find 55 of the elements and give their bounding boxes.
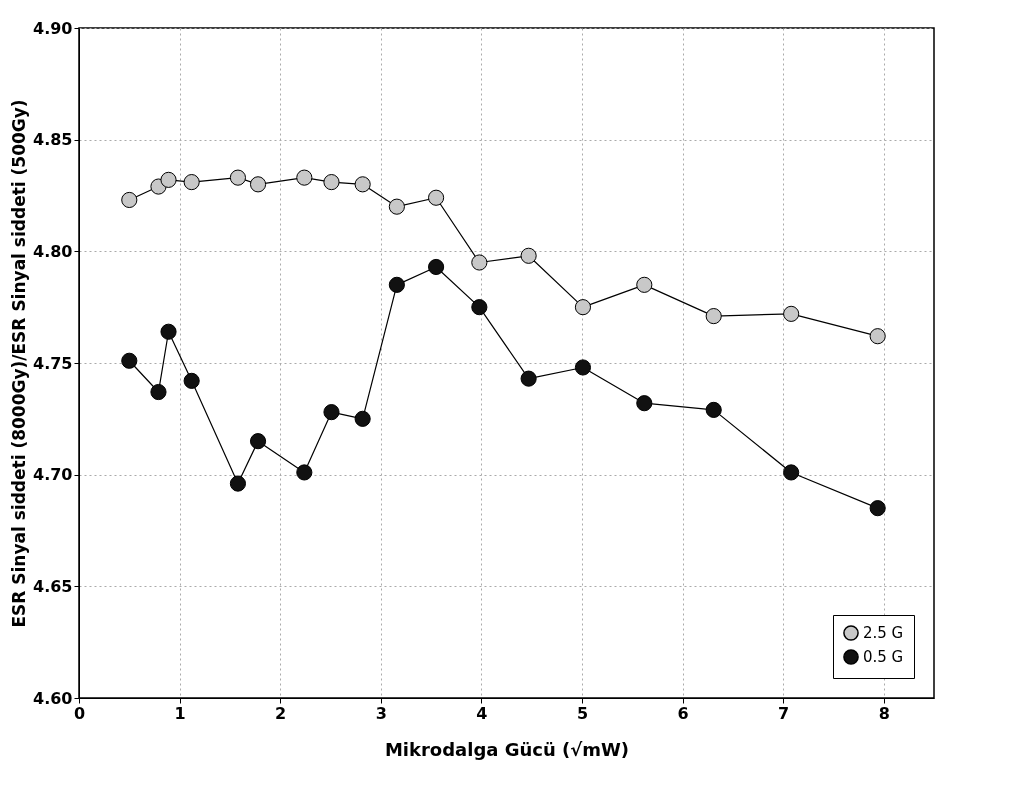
legend-label: 2.5 G xyxy=(863,624,904,642)
y-tick-label: 4.85 xyxy=(33,130,73,150)
y-axis-title: ESR Sinyal siddeti (8000Gy)/ESR Sinyal siddeti (500Gy) xyxy=(9,99,30,628)
y-tick-label: 4.75 xyxy=(33,353,73,373)
x-tick-label: 4 xyxy=(476,703,488,723)
x-tick-label: 3 xyxy=(375,703,387,723)
point xyxy=(388,276,405,293)
x-tick-label: 0 xyxy=(73,703,86,723)
point xyxy=(705,308,722,325)
point xyxy=(160,323,177,340)
point xyxy=(249,176,267,193)
point xyxy=(183,174,200,191)
point xyxy=(249,433,267,450)
point xyxy=(323,404,340,421)
legend-label: 0.5 G xyxy=(863,648,904,666)
y-tick-label: 4.80 xyxy=(33,241,73,261)
point xyxy=(869,500,886,517)
y-tick-label: 4.65 xyxy=(33,576,73,596)
point xyxy=(354,410,371,427)
point xyxy=(428,189,445,206)
point xyxy=(354,176,371,193)
point xyxy=(160,171,177,188)
point xyxy=(471,299,488,316)
x-tick-label: 5 xyxy=(576,703,589,723)
point xyxy=(121,352,138,369)
x-tick-label: 7 xyxy=(778,703,790,723)
point xyxy=(296,169,313,186)
y-tick-label: 4.70 xyxy=(33,465,73,485)
point xyxy=(783,464,800,481)
point xyxy=(121,191,138,209)
point xyxy=(636,276,653,293)
point xyxy=(229,475,247,492)
point xyxy=(783,305,800,322)
point xyxy=(636,395,653,412)
point xyxy=(229,169,247,186)
point xyxy=(574,299,592,316)
x-axis-title: Mikrodalga Gücü (√mW) xyxy=(384,738,630,760)
point xyxy=(574,359,592,376)
point xyxy=(428,258,445,276)
x-tick-label: 6 xyxy=(677,703,689,723)
point xyxy=(150,383,167,401)
point xyxy=(520,247,537,264)
y-tick-label: 4.90 xyxy=(33,18,73,38)
point xyxy=(471,254,488,271)
point xyxy=(323,174,340,191)
point xyxy=(520,370,537,387)
point xyxy=(388,198,405,215)
x-tick-label: 8 xyxy=(878,703,890,723)
point xyxy=(183,372,200,389)
x-tick-label: 1 xyxy=(174,703,186,723)
y-tick-label: 4.60 xyxy=(33,688,73,708)
point xyxy=(869,328,886,345)
point xyxy=(296,464,313,481)
point xyxy=(705,401,722,418)
x-tick-label: 2 xyxy=(275,703,287,723)
